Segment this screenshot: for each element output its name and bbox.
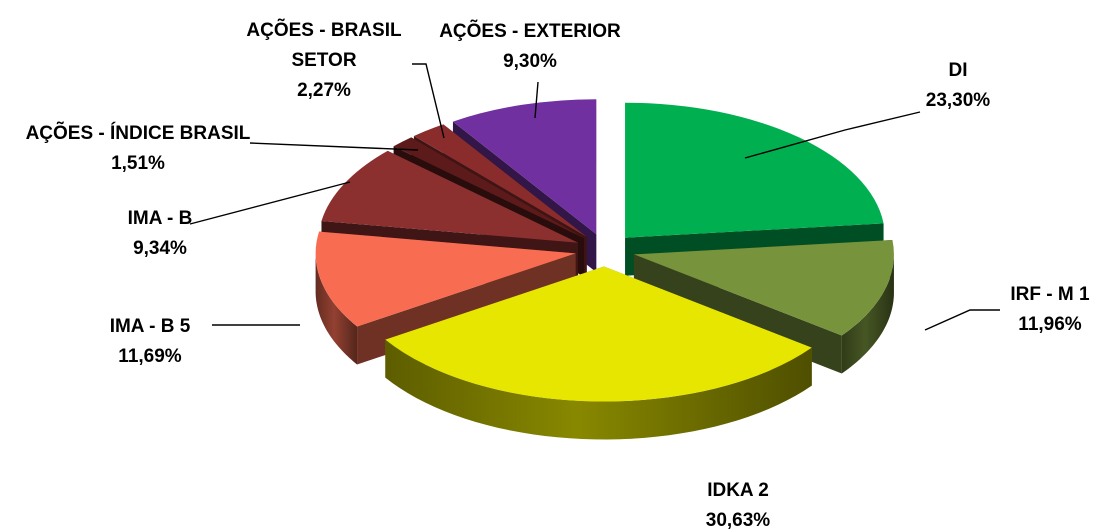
value-label-di: 23,30% <box>926 90 991 111</box>
slice-label-acoes-indice-brasil: AÇÕES - ÍNDICE BRASIL <box>26 122 251 144</box>
value-label-ima-b: 9,34% <box>133 238 187 259</box>
slice-label-acoes-brasil-setor: AÇÕES - BRASIL <box>246 19 402 41</box>
slice-label-ima-b: IMA - B <box>128 208 193 229</box>
value-label-acoes-brasil-setor: 2,27% <box>297 80 351 101</box>
leader-line-ima-b <box>189 181 351 225</box>
value-label-acoes-indice-brasil: 1,51% <box>111 153 165 174</box>
leader-line-acoes-indice-brasil <box>249 142 419 151</box>
value-label-acoes-exterior: 9,30% <box>503 51 557 72</box>
leader-line-acoes-brasil-setor <box>412 63 445 139</box>
slice-label-acoes-exterior: AÇÕES - EXTERIOR <box>439 20 621 42</box>
pie-slice-idka-2 <box>385 266 812 440</box>
leader-line-acoes-exterior <box>534 81 539 119</box>
leader-line-irf-m-1 <box>924 309 1000 331</box>
value-label-idka-2: 30,63% <box>706 510 771 531</box>
slice-label-acoes-brasil-setor: SETOR <box>291 50 356 71</box>
value-label-ima-b-5: 11,69% <box>118 346 181 367</box>
leader-line-di <box>744 111 921 159</box>
slice-label-di: DI <box>949 60 968 81</box>
slice-label-ima-b-5: IMA - B 5 <box>110 316 191 337</box>
slice-label-idka-2: IDKA 2 <box>707 480 769 501</box>
value-label-irf-m-1: 11,96% <box>1018 314 1081 335</box>
slice-label-irf-m-1: IRF - M 1 <box>1010 284 1090 305</box>
